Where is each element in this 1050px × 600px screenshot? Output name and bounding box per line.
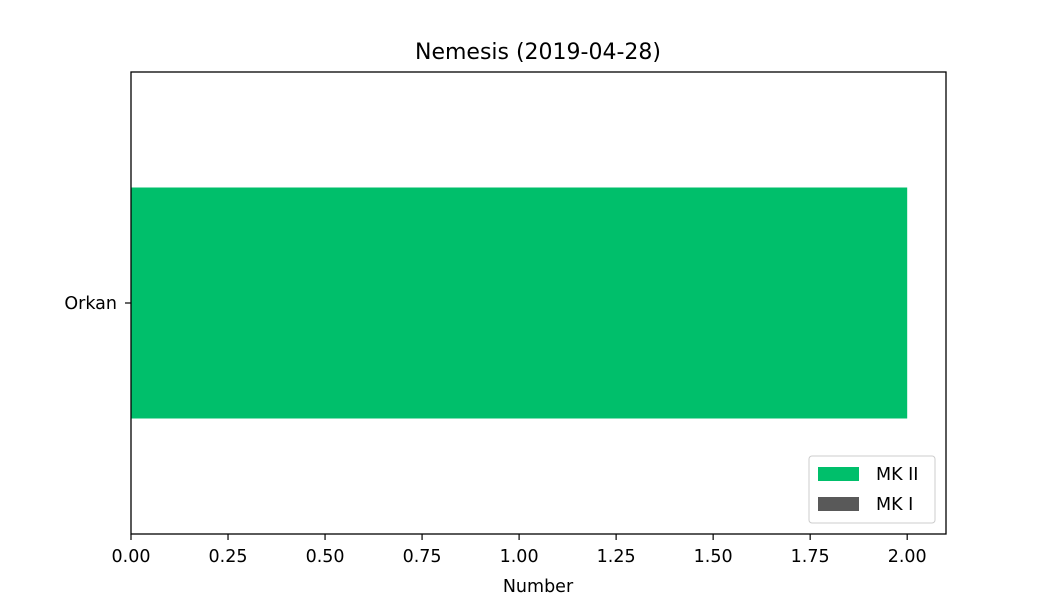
bar-orkan-series-0 [131, 187, 908, 419]
legend-label-series-0: MK II [876, 465, 918, 485]
x-tick-label: 2.00 [888, 547, 927, 567]
x-tick-label: 0.25 [209, 547, 248, 567]
bars-layer [131, 187, 908, 419]
x-tick-label: 1.50 [694, 547, 733, 567]
x-tick-label: 0.75 [403, 547, 442, 567]
x-tick-label: 0.00 [112, 547, 151, 567]
y-tick-label: Orkan [64, 294, 117, 314]
y-axis-ticks: Orkan [64, 294, 131, 314]
x-tick-label: 1.75 [791, 547, 830, 567]
x-axis-label: Number [503, 577, 574, 597]
legend-swatch-series-1 [818, 497, 859, 511]
x-tick-label: 1.25 [597, 547, 636, 567]
legend-swatch-series-0 [818, 467, 859, 481]
x-tick-label: 1.00 [500, 547, 539, 567]
legend: MK II MK I [808, 455, 936, 524]
legend-label-series-1: MK I [876, 495, 913, 515]
x-tick-label: 0.50 [306, 547, 345, 567]
x-axis-ticks: 0.00 0.25 0.50 0.75 1.00 1.25 1.50 1.75 2.00 [112, 534, 927, 567]
chart-title: Nemesis (2019-04-28) [415, 40, 661, 65]
